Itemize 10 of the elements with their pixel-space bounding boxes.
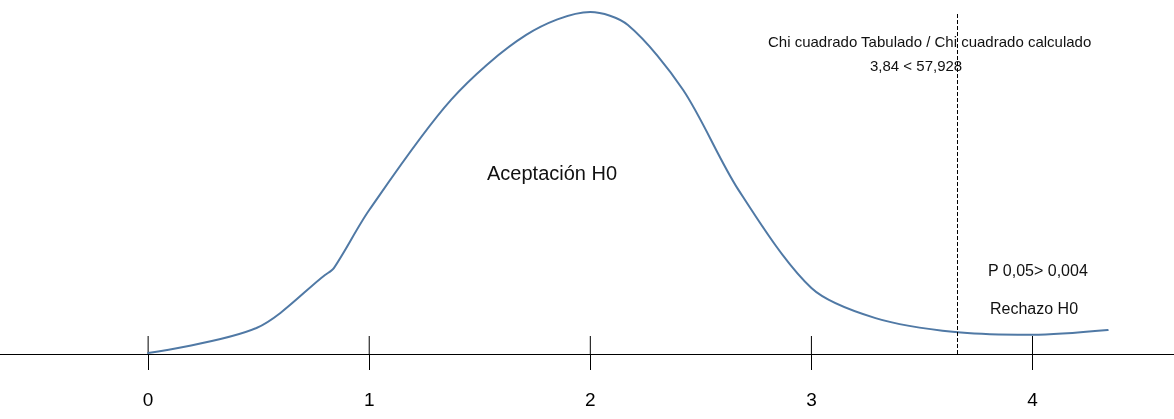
x-tick-label: 0 bbox=[142, 389, 154, 410]
annotation: 3,84 < 57,928 bbox=[870, 57, 963, 74]
x-tick-label: 3 bbox=[806, 389, 817, 410]
x-tick-label: 2 bbox=[585, 389, 596, 410]
x-tick-label: 4 bbox=[1027, 389, 1039, 410]
annotation: Aceptación H0 bbox=[487, 162, 618, 184]
annotation: Rechazo H0 bbox=[990, 299, 1079, 317]
annotation: P 0,05> 0,004 bbox=[988, 261, 1088, 279]
x-tick-label: 1 bbox=[363, 389, 375, 410]
annotation: Chi cuadrado Tabulado / Chi cuadrado calculado bbox=[768, 33, 1092, 50]
